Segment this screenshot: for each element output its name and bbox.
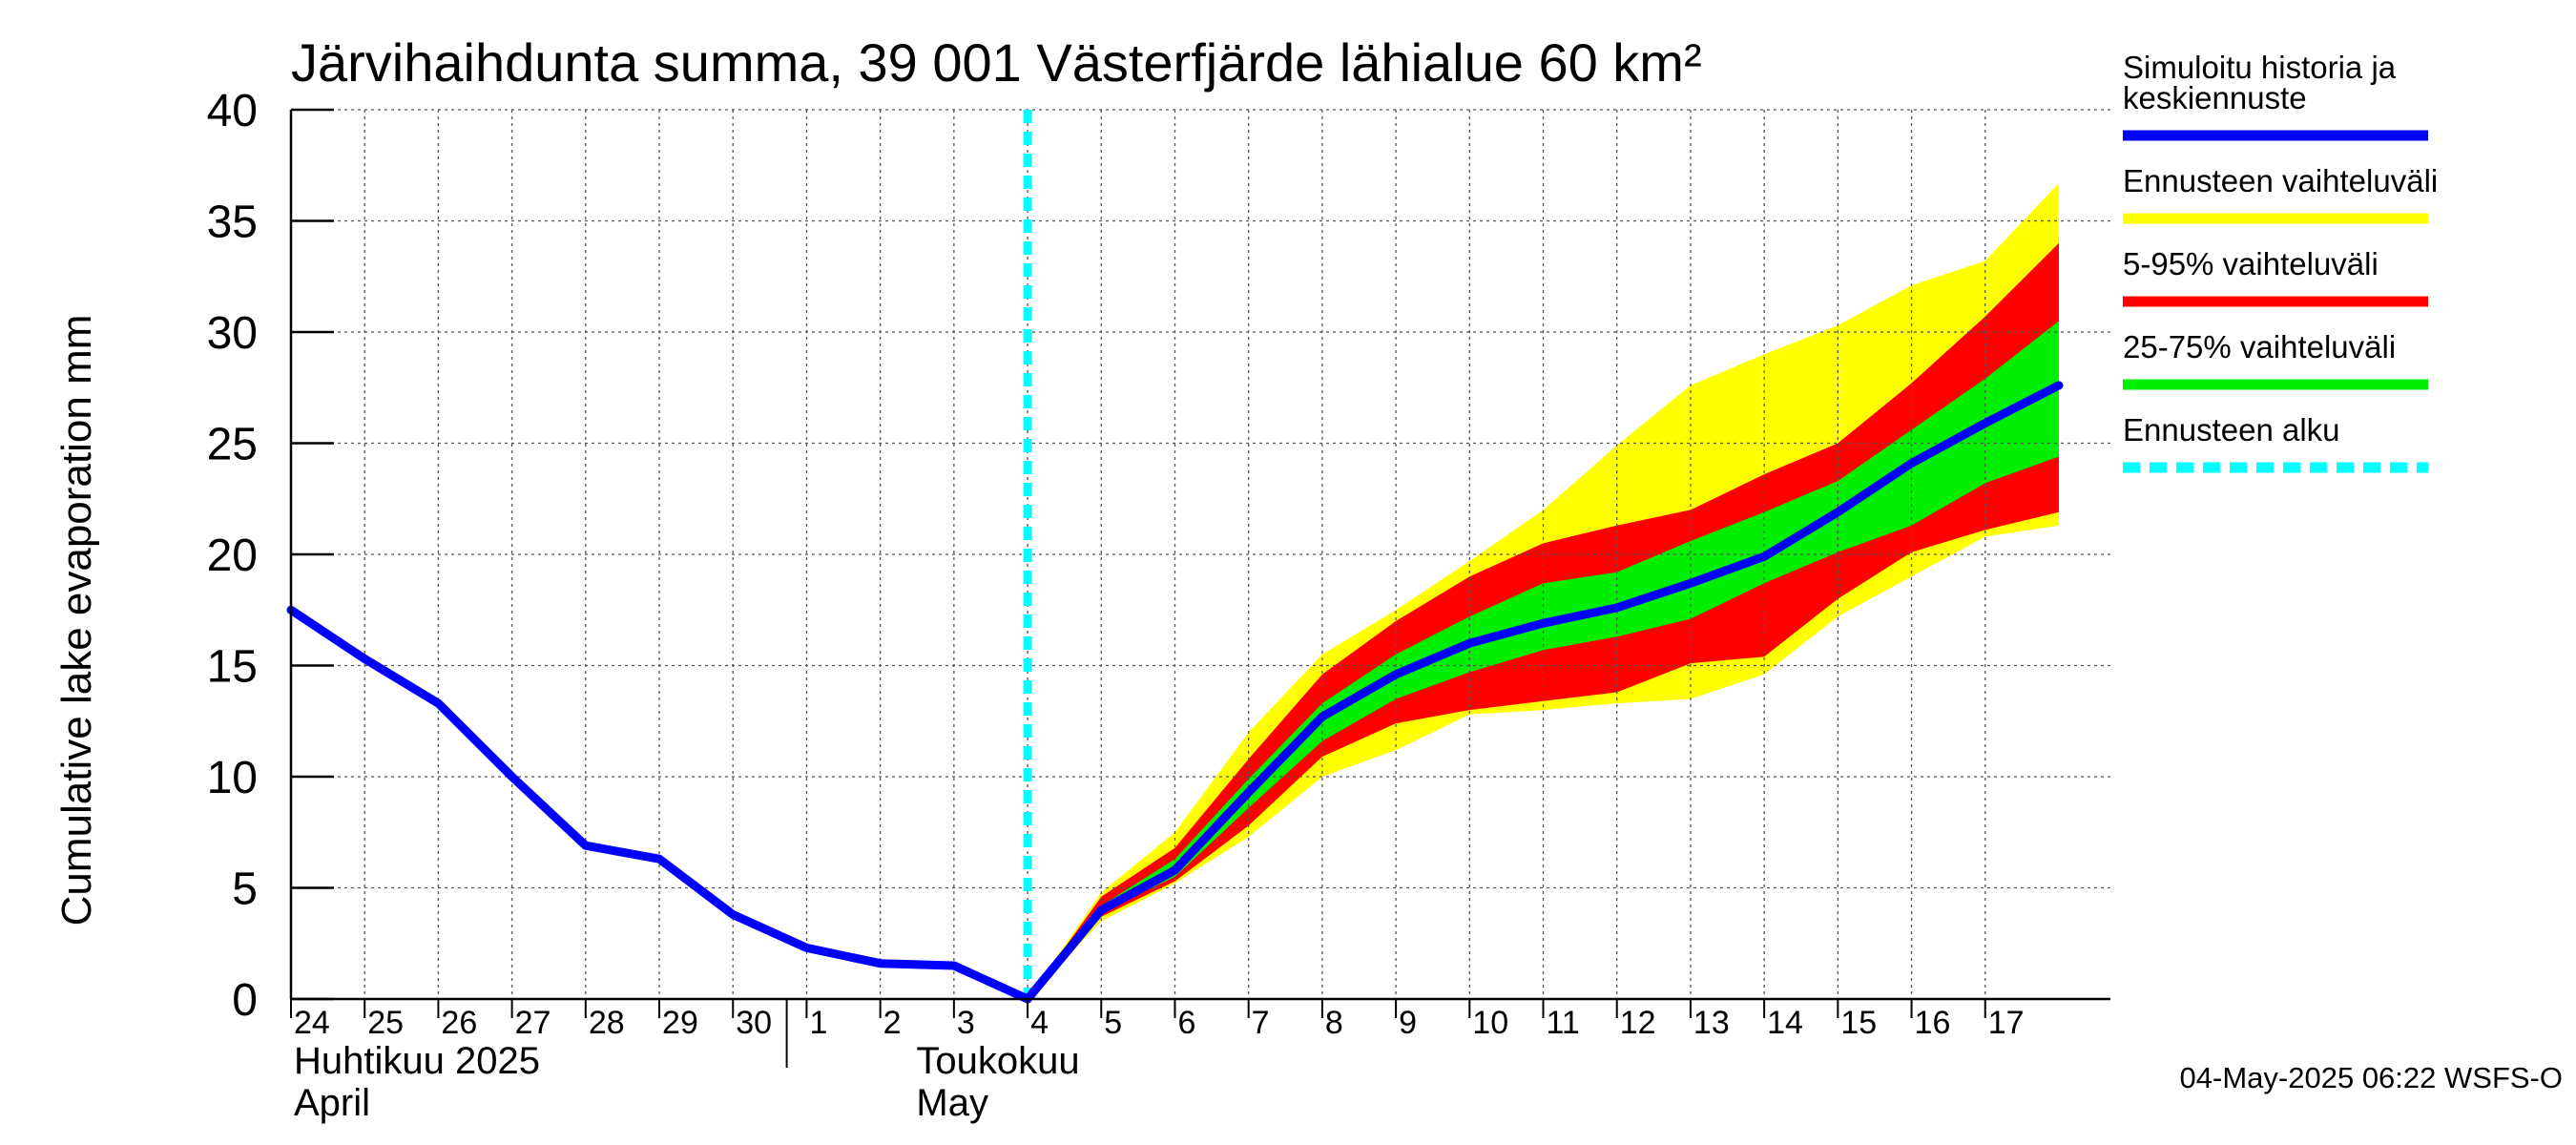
legend-label: Simuloitu historia ja bbox=[2123, 50, 2397, 85]
x-tick-label: 26 bbox=[441, 1005, 477, 1041]
legend-label: keskiennuste bbox=[2123, 80, 2307, 115]
x-tick-label: 8 bbox=[1325, 1005, 1343, 1041]
y-tick-label: 40 bbox=[207, 86, 258, 136]
x-tick-label: 11 bbox=[1547, 1005, 1580, 1041]
x-tick-label: 14 bbox=[1767, 1005, 1803, 1041]
y-tick-label: 0 bbox=[232, 975, 258, 1026]
x-tick-label: 7 bbox=[1252, 1005, 1270, 1041]
x-tick-label: 3 bbox=[957, 1005, 975, 1041]
x-tick-label: 27 bbox=[515, 1005, 551, 1041]
month-label-en: April bbox=[294, 1082, 370, 1124]
legend-label: 5-95% vaihteluväli bbox=[2123, 246, 2379, 281]
x-tick-label: 30 bbox=[736, 1005, 772, 1041]
x-tick-label: 24 bbox=[294, 1005, 330, 1041]
x-tick-label: 13 bbox=[1693, 1005, 1730, 1041]
grid bbox=[291, 109, 2110, 999]
history-line bbox=[286, 605, 1032, 1004]
x-tick-label: 2 bbox=[883, 1005, 902, 1041]
x-tick-label: 25 bbox=[367, 1005, 404, 1041]
median-forecast-line bbox=[1023, 381, 2064, 1004]
x-tick-label: 28 bbox=[589, 1005, 625, 1041]
x-tick-label: 16 bbox=[1915, 1005, 1951, 1041]
x-tick-label: 6 bbox=[1177, 1005, 1195, 1041]
x-tick-label: 29 bbox=[662, 1005, 698, 1041]
legend-label: 25-75% vaihteluväli bbox=[2123, 329, 2396, 364]
x-tick-label: 5 bbox=[1104, 1005, 1122, 1041]
y-tick-label: 5 bbox=[232, 864, 258, 915]
series-lines bbox=[286, 110, 2064, 1004]
x-tick-label: 1 bbox=[809, 1005, 827, 1041]
month-label-en: May bbox=[916, 1082, 988, 1124]
chart-title: Järvihaihdunta summa, 39 001 Västerfjärd… bbox=[291, 32, 1702, 93]
legend-label: Ennusteen alku bbox=[2123, 412, 2340, 448]
y-tick-label: 15 bbox=[207, 642, 258, 693]
y-tick-label: 25 bbox=[207, 420, 258, 470]
y-axis-label: Cumulative lake evaporation mm bbox=[53, 315, 100, 926]
y-tick-label: 10 bbox=[207, 753, 258, 803]
y-tick-label: 20 bbox=[207, 531, 258, 581]
y-tick-label: 35 bbox=[207, 198, 258, 248]
timestamp: 04-May-2025 06:22 WSFS-O bbox=[2180, 1061, 2563, 1094]
x-tick-label: 9 bbox=[1399, 1005, 1417, 1041]
legend-label: Ennusteen vaihteluväli bbox=[2123, 163, 2438, 198]
x-tick-label: 12 bbox=[1620, 1005, 1656, 1041]
month-label: Huhtikuu 2025 bbox=[294, 1040, 540, 1082]
month-label: Toukokuu bbox=[916, 1040, 1079, 1082]
x-tick-label: 17 bbox=[1988, 1005, 2025, 1041]
x-tick-label: 4 bbox=[1030, 1005, 1049, 1041]
x-tick-label: 15 bbox=[1840, 1005, 1877, 1041]
x-tick-label: 10 bbox=[1472, 1005, 1508, 1041]
y-tick-label: 30 bbox=[207, 308, 258, 359]
